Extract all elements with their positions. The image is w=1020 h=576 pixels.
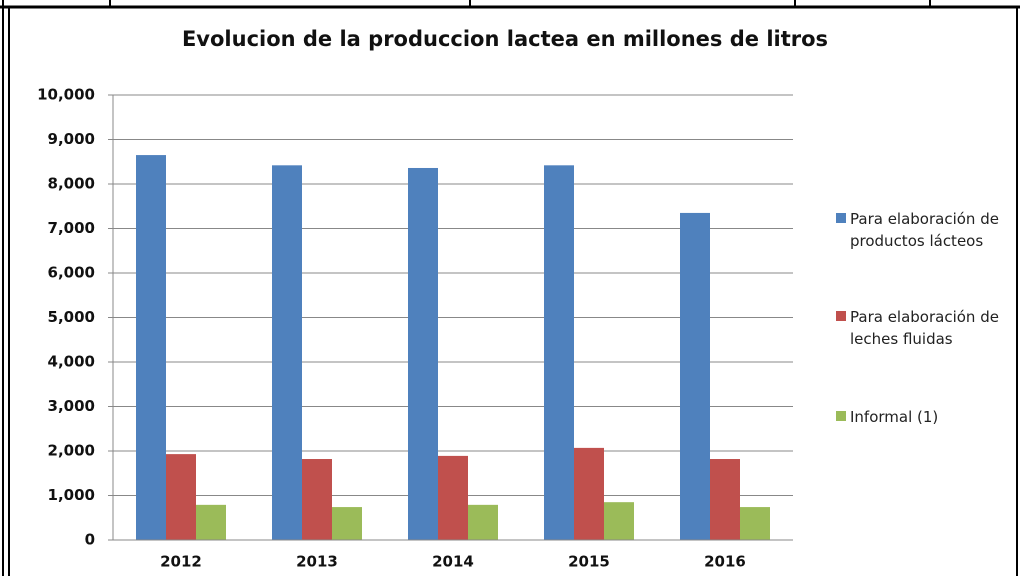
legend-entry: Informal (1) bbox=[836, 406, 1010, 428]
legend-label: Para elaboración de leches fluidas bbox=[850, 308, 999, 348]
x-tick-label: 2016 bbox=[704, 553, 746, 571]
bar bbox=[710, 459, 740, 540]
bar bbox=[302, 459, 332, 540]
legend-label: Para elaboración de productos lácteos bbox=[850, 210, 999, 250]
legend-swatch bbox=[836, 311, 846, 321]
x-tick-label: 2015 bbox=[568, 553, 610, 571]
bar bbox=[544, 165, 574, 540]
y-tick-label: 6,000 bbox=[48, 264, 95, 282]
x-tick-label: 2012 bbox=[160, 553, 202, 571]
y-tick-label: 2,000 bbox=[48, 442, 95, 460]
legend-entry: Para elaboración de productos lácteos bbox=[836, 208, 1010, 252]
x-tick-label: 2014 bbox=[432, 553, 474, 571]
y-tick-label: 10,000 bbox=[37, 86, 95, 104]
legend-swatch bbox=[836, 213, 846, 223]
bar bbox=[680, 212, 710, 541]
legend-label: Informal (1) bbox=[850, 408, 939, 426]
bar bbox=[166, 454, 196, 540]
bar bbox=[740, 507, 770, 540]
bar bbox=[438, 455, 468, 540]
bar bbox=[468, 504, 498, 540]
y-tick-label: 8,000 bbox=[48, 175, 95, 193]
bar bbox=[332, 507, 362, 540]
y-tick-label: 3,000 bbox=[48, 397, 95, 415]
y-tick-label: 4,000 bbox=[48, 353, 95, 371]
y-tick-label: 0 bbox=[85, 531, 95, 549]
bar bbox=[408, 167, 438, 541]
x-tick-label: 2013 bbox=[296, 553, 338, 571]
legend-entry: Para elaboración de leches fluidas bbox=[836, 306, 1010, 350]
bar bbox=[272, 165, 302, 540]
bar bbox=[136, 155, 166, 540]
bar bbox=[574, 447, 604, 540]
y-tick-label: 7,000 bbox=[48, 219, 95, 237]
bar bbox=[196, 504, 226, 540]
y-tick-label: 1,000 bbox=[48, 486, 95, 504]
legend-swatch bbox=[836, 411, 846, 421]
chart-title: Evolucion de la produccion lactea en mil… bbox=[182, 27, 828, 51]
y-tick-label: 9,000 bbox=[48, 130, 95, 148]
bar bbox=[604, 502, 634, 540]
y-tick-label: 5,000 bbox=[48, 308, 95, 326]
